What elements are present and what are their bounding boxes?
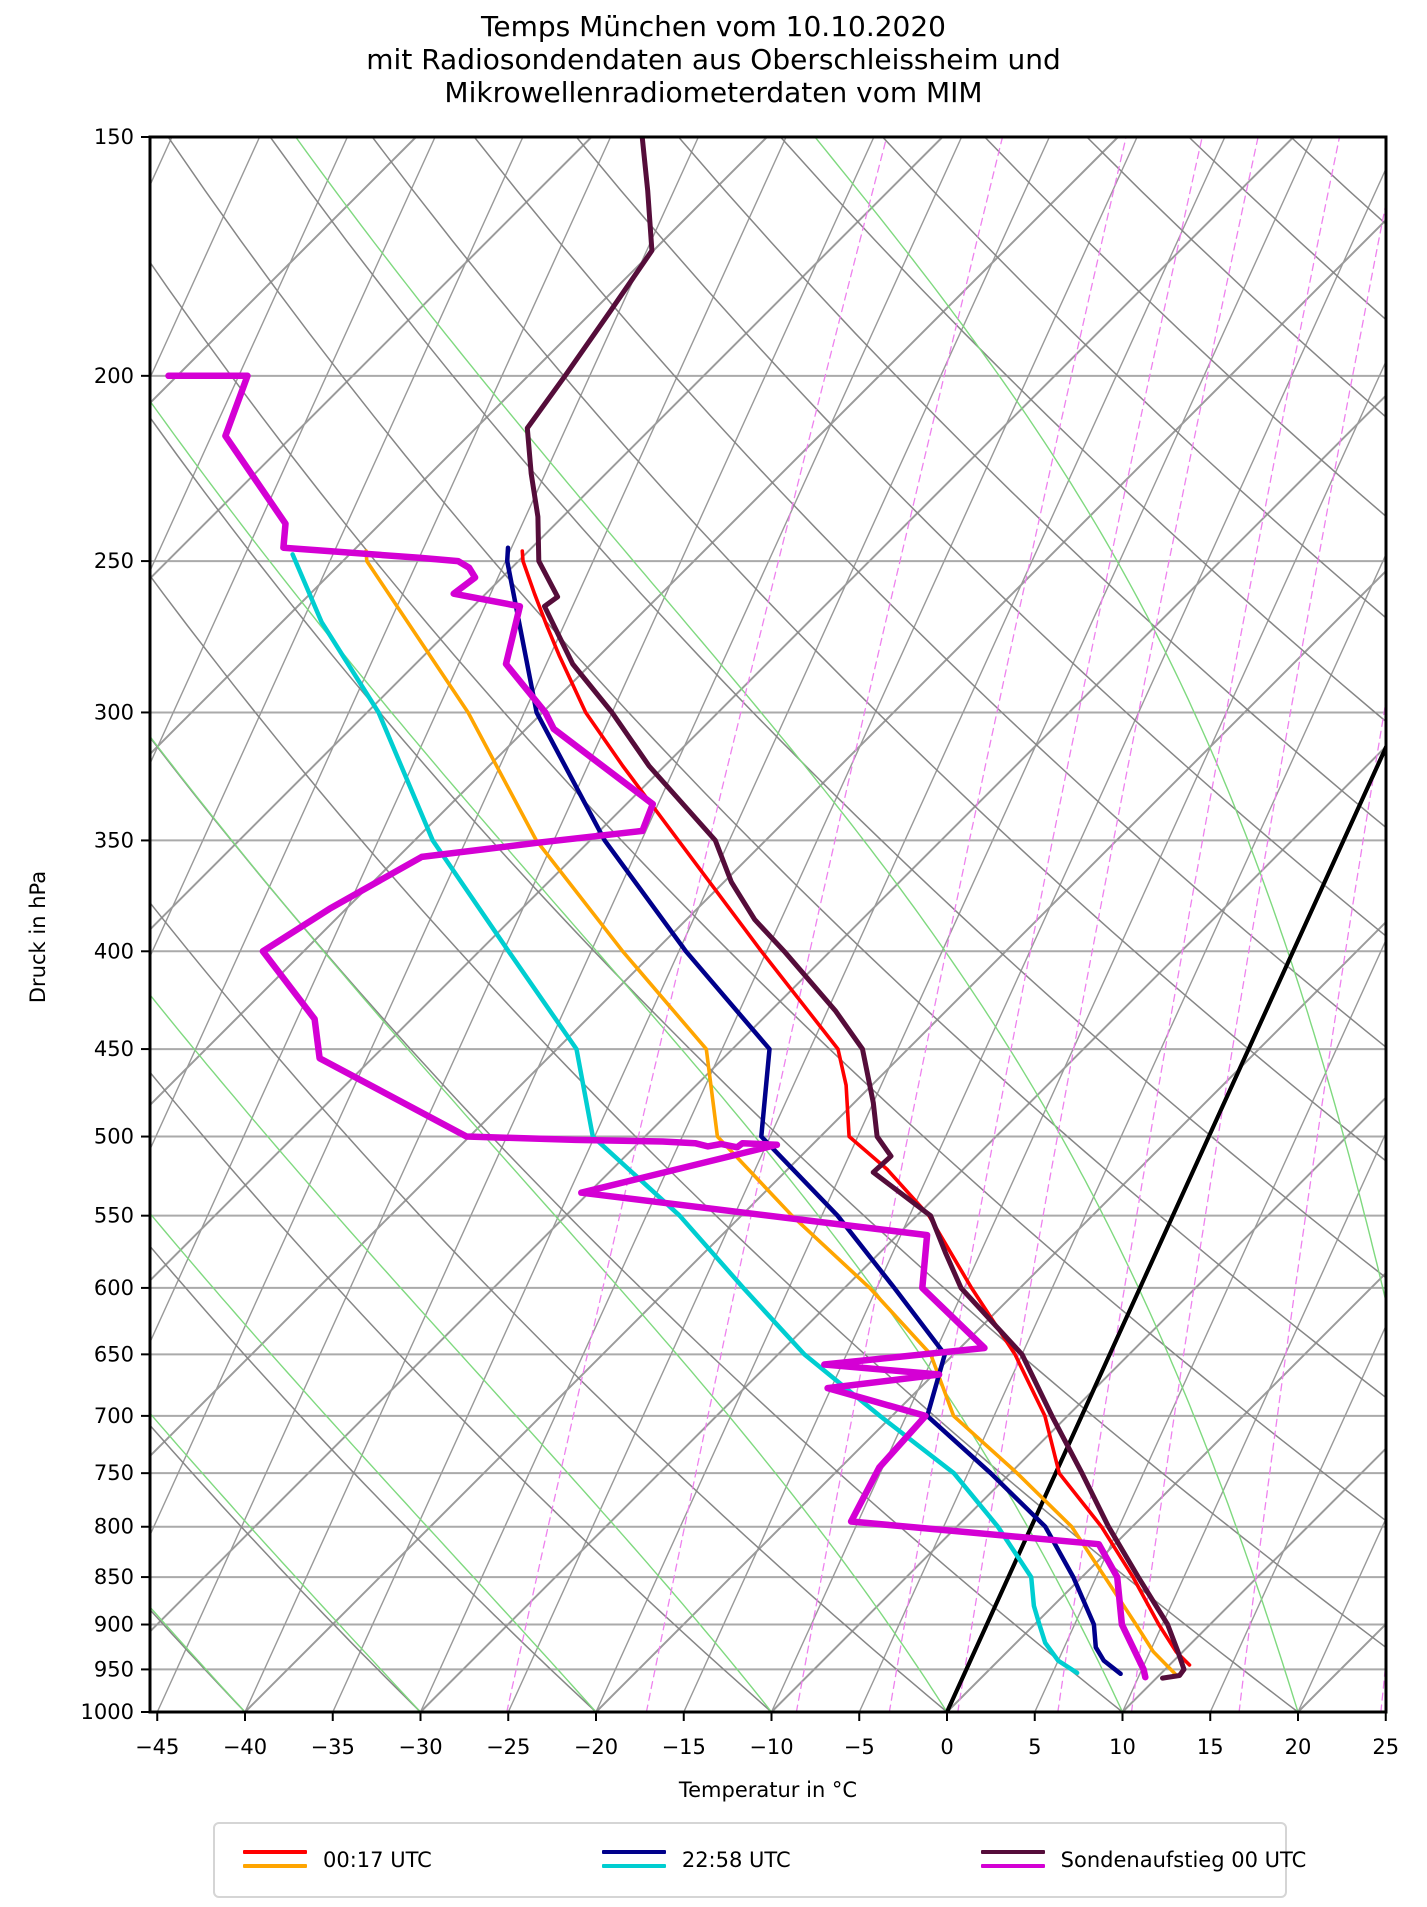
x-tick-label: 0 xyxy=(940,1735,953,1759)
chart-title-line3: Mikrowellenradiometerdaten vom MIM xyxy=(444,76,983,109)
x-axis-ticks: −45 −40 −35 −30 −25 −20 −15 −10 −5 0 5 10 15 20 25 xyxy=(135,1712,1399,1759)
x-tick-label: 25 xyxy=(1372,1735,1399,1759)
profile-sondenaufstieg-00-utc-taupunkt xyxy=(165,372,1149,1681)
x-tick-label: −20 xyxy=(574,1735,618,1759)
y-tick-label: 250 xyxy=(94,549,134,573)
profile-22-58-utc-taupunkt xyxy=(290,552,1080,1676)
zero-degree-isotherm xyxy=(945,742,1386,1712)
x-tick-label: −40 xyxy=(223,1735,267,1759)
profile-00-17-utc-temperatur xyxy=(520,549,1192,1667)
legend: 00:17 UTC 22:58 UTC Sondenaufstieg 00 UT… xyxy=(213,1822,1306,1898)
legend-item-2258utc: 22:58 UTC xyxy=(601,1847,791,1873)
moist-adiabat-gridlines xyxy=(150,137,1386,1712)
y-tick-label: 550 xyxy=(94,1204,134,1228)
x-tick-label: −45 xyxy=(135,1735,179,1759)
x-tick-label: −30 xyxy=(398,1735,442,1759)
y-axis-ticks: 150 200 250 300 350 400 450 500 550 600 650 700 750 8… xyxy=(81,125,150,1724)
isobar-gridlines xyxy=(150,136,1386,1713)
chart-title-line1: Temps München vom 10.10.2020 xyxy=(481,10,946,43)
legend-label: 22:58 UTC xyxy=(681,1848,791,1872)
y-tick-label: 850 xyxy=(94,1565,134,1589)
y-tick-label: 450 xyxy=(94,1037,134,1061)
y-tick-label: 350 xyxy=(94,828,134,852)
profile-sondenaufstieg-00-utc-temperatur xyxy=(524,137,1187,1681)
x-tick-label: −5 xyxy=(844,1735,875,1759)
y-tick-label: 1000 xyxy=(81,1700,134,1724)
y-tick-label: 900 xyxy=(94,1613,134,1637)
profile-22-58-utc-temperatur xyxy=(504,545,1123,1677)
y-tick-label: 300 xyxy=(94,700,134,724)
plot-frame xyxy=(148,135,1388,1714)
legend-item-0017utc: 00:17 UTC xyxy=(243,1847,432,1873)
chart-title-line2: mit Radiosondendaten aus Oberschleisshei… xyxy=(366,43,1061,76)
chart-title: Temps München vom 10.10.2020 mit Radioso… xyxy=(0,10,1427,109)
x-tick-label: −15 xyxy=(662,1735,706,1759)
y-tick-label: 600 xyxy=(94,1276,134,1300)
x-tick-label: 10 xyxy=(1109,1735,1136,1759)
y-tick-label: 750 xyxy=(94,1461,134,1485)
x-tick-label: 5 xyxy=(1028,1735,1041,1759)
y-tick-label: 650 xyxy=(94,1342,134,1366)
legend-key-purple-magenta-lines xyxy=(980,1847,1045,1873)
mixing-ratio-gridlines xyxy=(506,137,1386,1712)
legend-key-red-orange-lines xyxy=(243,1847,307,1873)
legend-item-sondenaufstieg: Sondenaufstieg 00 UTC xyxy=(980,1847,1307,1873)
legend-label: 00:17 UTC xyxy=(323,1848,432,1872)
x-axis-label: Temperatur in °C xyxy=(678,1778,858,1802)
y-axis-label: Druck in hPa xyxy=(26,870,50,1004)
y-tick-label: 150 xyxy=(94,125,134,149)
legend-key-navy-cyan-lines xyxy=(601,1847,666,1873)
x-tick-label: −35 xyxy=(311,1735,355,1759)
y-tick-label: 800 xyxy=(94,1515,134,1539)
x-tick-label: 20 xyxy=(1285,1735,1312,1759)
y-tick-label: 500 xyxy=(94,1125,134,1149)
y-tick-label: 950 xyxy=(94,1657,134,1681)
profile-00-17-utc-taupunkt xyxy=(364,549,1177,1676)
x-tick-label: −10 xyxy=(749,1735,793,1759)
x-tick-label: −25 xyxy=(486,1735,530,1759)
y-tick-label: 200 xyxy=(94,364,134,388)
legend-label: Sondenaufstieg 00 UTC xyxy=(1060,1848,1307,1872)
y-tick-label: 700 xyxy=(94,1404,134,1428)
y-tick-label: 400 xyxy=(94,939,134,963)
x-tick-label: 15 xyxy=(1197,1735,1224,1759)
